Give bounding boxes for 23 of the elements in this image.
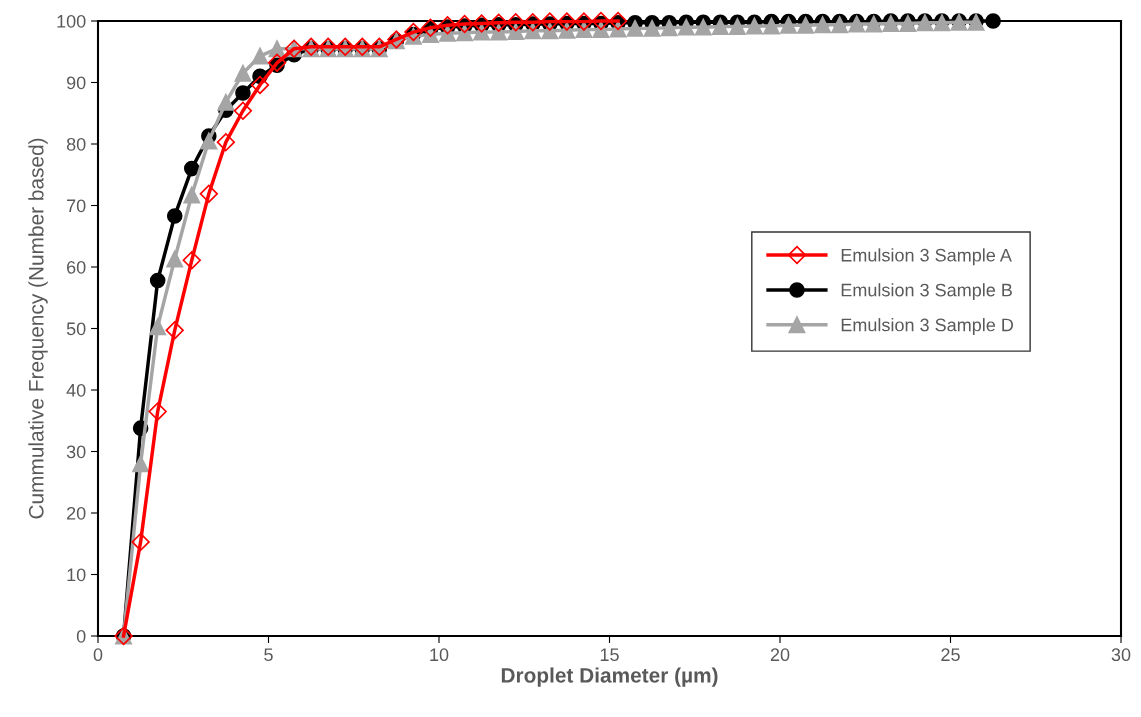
y-tick-label: 90 [66,76,86,90]
y-tick-label: 80 [66,137,86,151]
x-tick-label: 15 [600,648,619,662]
y-tick-label: 40 [66,383,86,397]
y-tick-label: 100 [57,14,86,28]
y-axis-title: Cummulative Frequency (Number based) [28,138,48,519]
legend-label: Emulsion 3 Sample D [841,318,1014,335]
x-tick-label: 5 [264,648,273,662]
y-tick-label: 30 [66,445,86,459]
x-tick-label: 0 [93,648,103,662]
y-tick-label: 70 [67,199,86,213]
legend-label: Emulsion 3 Sample B [841,283,1012,301]
y-tick-label: 10 [67,568,86,582]
y-tick-label: 60 [67,260,86,274]
x-axis-title: Droplet Diameter (µm) [501,667,718,687]
x-tick-label: 30 [1111,648,1131,662]
legend-label: Emulsion 3 Sample A [841,248,1012,266]
x-tick-label: 25 [941,648,960,662]
y-tick-label: 0 [76,629,86,643]
x-tick-label: 20 [770,648,790,662]
y-tick-label: 20 [67,506,86,520]
y-tick-label: 50 [66,322,86,336]
x-tick-label: 10 [430,648,449,662]
